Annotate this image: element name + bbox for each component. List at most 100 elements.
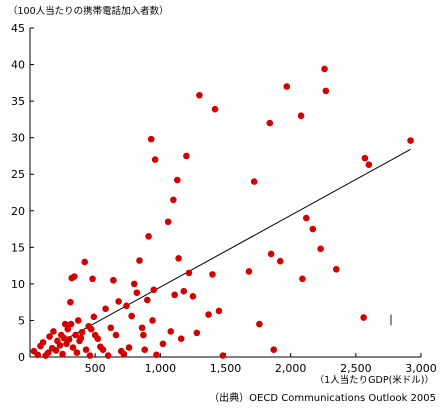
data-point	[171, 291, 178, 299]
data-point	[140, 331, 147, 339]
annotation-mark: |	[389, 312, 393, 325]
y-tick-label: 35	[11, 95, 25, 108]
y-tick-label: 5	[18, 314, 25, 327]
data-point	[120, 350, 128, 358]
data-point	[283, 83, 291, 90]
data-point	[39, 339, 47, 346]
y-tick-label: 25	[11, 168, 25, 181]
data-point	[78, 328, 86, 336]
data-point	[180, 287, 188, 295]
data-point	[73, 349, 81, 356]
data-point	[250, 178, 258, 185]
data-point	[67, 320, 75, 328]
data-point	[151, 156, 159, 163]
data-point	[82, 346, 90, 353]
data-point	[77, 334, 85, 342]
y-axis: 0 5 10 15 20 25 30 35 40 45	[11, 22, 34, 364]
data-point	[361, 154, 369, 162]
data-point	[173, 176, 181, 184]
data-point	[332, 265, 340, 273]
data-point	[99, 346, 107, 353]
data-point	[256, 320, 263, 328]
data-point	[167, 328, 175, 335]
data-point	[209, 271, 216, 278]
data-point	[72, 331, 79, 339]
data-point	[67, 298, 74, 306]
data-point	[322, 87, 330, 95]
y-tick-label: 30	[11, 132, 25, 145]
data-point	[74, 317, 82, 324]
data-point	[112, 331, 120, 339]
data-point	[270, 346, 278, 353]
data-point	[61, 320, 69, 328]
x-tick-label: 2,500	[340, 362, 372, 375]
data-point	[205, 311, 212, 318]
data-point	[123, 302, 130, 310]
data-point	[299, 275, 306, 283]
data-point	[185, 269, 193, 277]
y-tick-label: 40	[11, 59, 25, 72]
x-tick-label: 1,000	[145, 362, 177, 375]
data-point	[136, 257, 143, 264]
data-point	[125, 344, 133, 351]
data-point	[360, 314, 367, 321]
data-point	[133, 289, 141, 296]
data-point	[138, 324, 146, 332]
data-point	[317, 245, 324, 253]
data-point	[170, 196, 177, 204]
data-point	[94, 335, 102, 343]
trendline	[62, 148, 411, 342]
data-point	[71, 273, 78, 280]
y-tick-label: 45	[11, 22, 25, 35]
data-point	[69, 344, 77, 351]
x-tick-label: 1,500	[210, 362, 242, 375]
data-point	[145, 233, 152, 240]
data-point	[219, 352, 227, 359]
x-axis: 500 1,000 1,500 2,000 2,500 3,000	[30, 353, 437, 375]
data-point	[52, 347, 60, 354]
data-point	[44, 349, 52, 356]
data-point	[130, 280, 138, 288]
data-point	[196, 91, 203, 99]
data-point	[128, 312, 135, 320]
y-tick-label: 10	[11, 278, 25, 291]
data-point	[297, 112, 305, 120]
x-tick-label: 3,000	[405, 362, 437, 375]
data-point	[56, 342, 64, 349]
data-point	[34, 351, 42, 359]
y-tick-label: 0	[18, 351, 25, 364]
data-point	[81, 258, 89, 266]
data-point	[175, 254, 182, 262]
data-point	[159, 340, 167, 348]
data-point	[59, 350, 66, 358]
data-point	[150, 286, 158, 294]
x-tick-label: 500	[85, 362, 106, 375]
data-point	[266, 119, 274, 127]
y-tick-label: 15	[11, 241, 25, 254]
data-point	[321, 65, 328, 73]
data-point	[149, 317, 156, 324]
data-point	[215, 307, 223, 315]
data-point	[245, 268, 253, 275]
data-point	[164, 218, 172, 226]
data-point	[86, 352, 94, 359]
data-point	[107, 324, 115, 332]
data-point	[89, 275, 96, 283]
data-point	[46, 333, 53, 340]
data-point	[87, 325, 95, 333]
data-point	[211, 105, 219, 113]
data-point	[104, 352, 112, 359]
x-axis-unit-label: （1人当たりGDP(米ドル)）	[315, 374, 434, 386]
data-point	[309, 225, 317, 233]
data-point	[407, 137, 414, 144]
data-point	[303, 214, 310, 222]
source-note: （出典）OECD Communications Outlook 2005	[209, 391, 436, 404]
data-point	[90, 313, 98, 321]
x-tick-label: 2,000	[275, 362, 307, 375]
data-point	[141, 346, 148, 353]
data-point	[50, 328, 57, 335]
data-point	[267, 250, 275, 258]
data-point	[177, 335, 185, 343]
data-point	[193, 329, 201, 337]
